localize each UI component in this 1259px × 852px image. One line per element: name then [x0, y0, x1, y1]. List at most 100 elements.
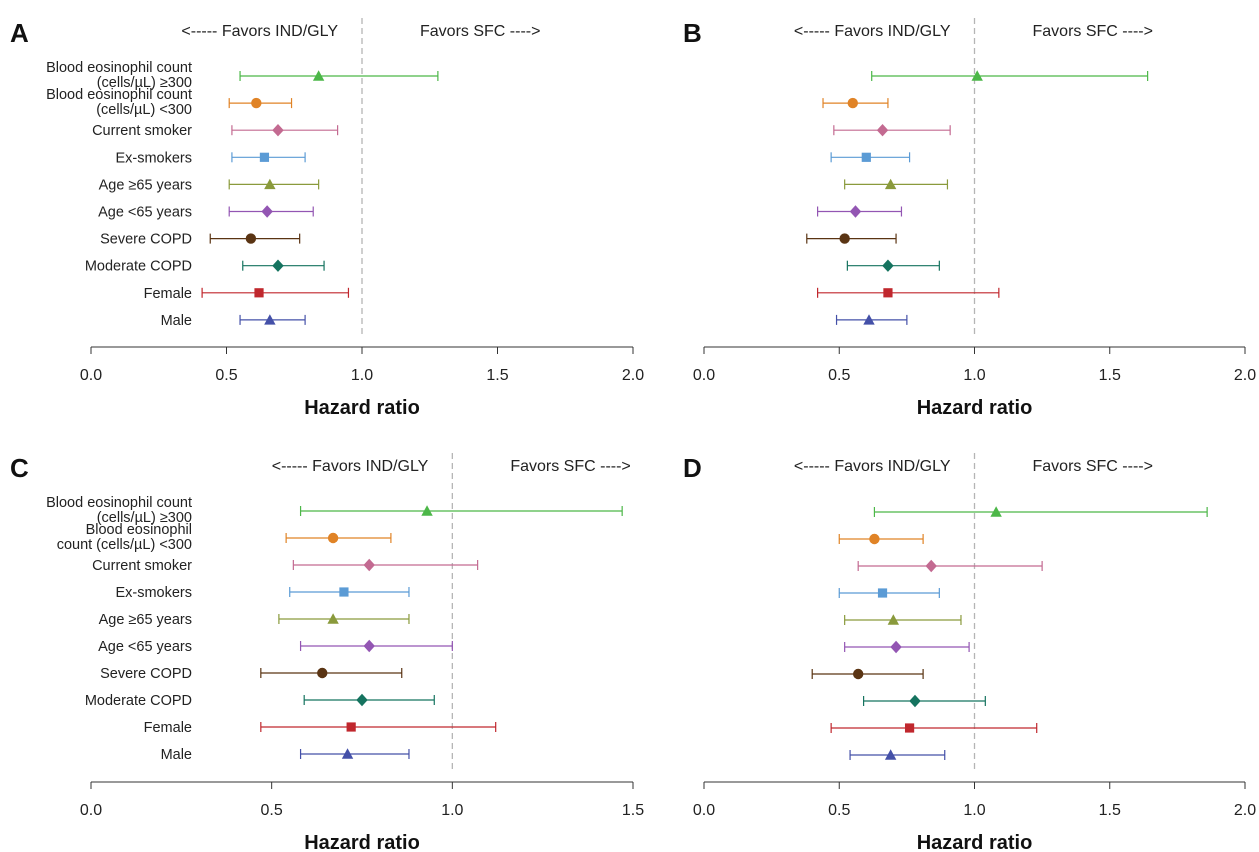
forest-row: Ex-smokers: [115, 150, 306, 166]
forest-row: [817, 287, 1000, 298]
hr-point: [317, 667, 328, 679]
x-tick-label: 1.5: [1099, 802, 1121, 819]
x-axis-title: Hazard ratio: [917, 832, 1033, 852]
hr-point: [909, 694, 921, 708]
favors-right-annotation: Favors SFC ---->: [1033, 458, 1153, 475]
forest-row: Blood eosinophil count(cells/µL) ≥300: [46, 495, 623, 526]
row-label: Severe COPD: [100, 666, 192, 682]
hr-point: [363, 639, 375, 653]
forest-row: Female: [144, 720, 497, 736]
x-tick-label: 0.5: [828, 367, 850, 384]
forest-row: [849, 749, 946, 760]
row-label: Ex-smokers: [115, 150, 192, 166]
forest-row: [844, 640, 970, 654]
hr-point: [890, 640, 902, 654]
favors-left-annotation: <----- Favors IND/GLY: [181, 23, 338, 40]
x-tick-label: 2.0: [1234, 367, 1256, 384]
hr-point: [264, 178, 276, 190]
hr-point: [887, 614, 900, 625]
panel-c: C <----- Favors IND/GLY Favors SFC ----> 0.…: [10, 453, 644, 852]
hr-point: [264, 314, 276, 325]
x-tick-label: 1.0: [441, 802, 463, 819]
x-tick-label: 2.0: [1234, 802, 1256, 819]
forest-row: Current smoker: [92, 123, 339, 139]
hr-point: [847, 97, 858, 109]
row-label: count (cells/µL) <300: [57, 537, 192, 553]
row-label: Age <65 years: [98, 639, 192, 655]
panel-a: A <----- Favors IND/GLY Favors SFC ----> 0.…: [10, 18, 644, 419]
row-label: Age <65 years: [98, 205, 192, 221]
forest-row: [822, 97, 889, 109]
x-tick-label: 1.0: [963, 367, 985, 384]
hr-point: [883, 288, 893, 298]
x-tick-label: 0.0: [80, 802, 102, 819]
hr-point: [863, 314, 875, 325]
hr-point: [839, 233, 850, 244]
row-label: (cells/µL) <300: [96, 102, 192, 118]
forest-row: [838, 588, 940, 598]
row-label: Ex-smokers: [115, 585, 192, 601]
forest-row: [835, 314, 908, 325]
hr-point: [312, 70, 325, 81]
row-label: Age ≥65 years: [99, 612, 192, 628]
hr-point: [925, 559, 937, 573]
row-label: Current smoker: [92, 558, 192, 574]
forest-row: [844, 614, 962, 625]
forest-row: [844, 178, 949, 190]
x-tick-label: 0.0: [693, 367, 715, 384]
forest-row: [846, 259, 940, 272]
hr-point: [327, 532, 339, 544]
forest-row: [838, 533, 924, 545]
row-label: Moderate COPD: [85, 259, 192, 275]
panel-d: D <----- Favors IND/GLY Favors SFC ----> 0.…: [683, 453, 1256, 852]
favors-right-annotation: Favors SFC ---->: [510, 458, 630, 475]
hr-point: [356, 693, 368, 707]
forest-row: [862, 694, 986, 708]
row-label: Female: [144, 720, 192, 736]
x-axis-title: Hazard ratio: [304, 832, 420, 852]
forest-row: Severe COPD: [100, 232, 301, 248]
forest-row: Age ≥65 years: [99, 612, 410, 628]
forest-row: [817, 205, 903, 218]
hr-point: [272, 124, 284, 137]
forest-row: Age ≥65 years: [99, 177, 320, 193]
favors-left-annotation: <----- Favors IND/GLY: [272, 458, 429, 475]
hr-point: [884, 749, 897, 760]
panel-label: C: [10, 453, 29, 483]
hr-point: [990, 506, 1002, 517]
row-label: Moderate COPD: [85, 693, 192, 709]
row-label: Severe COPD: [100, 232, 192, 248]
forest-row: Male: [161, 313, 306, 329]
x-axis-title: Hazard ratio: [304, 397, 420, 419]
hr-point: [877, 588, 888, 598]
forest-row: Blood eosinophil count(cells/µL) ≥300: [46, 60, 439, 91]
x-tick-label: 1.5: [486, 367, 508, 384]
x-tick-label: 0.5: [261, 802, 283, 819]
x-tick-label: 0.0: [693, 802, 715, 819]
panel-b: B <----- Favors IND/GLY Favors SFC ----> 0.…: [683, 18, 1256, 419]
hr-point: [852, 668, 864, 680]
forest-row: [830, 152, 911, 163]
hr-point: [327, 613, 339, 624]
panel-label: B: [683, 18, 702, 48]
row-label: Age ≥65 years: [99, 177, 192, 193]
hr-point: [363, 558, 375, 572]
hr-point: [251, 97, 262, 109]
panel-label: D: [683, 453, 702, 483]
x-tick-label: 1.5: [622, 802, 644, 819]
forest-row: Moderate COPD: [85, 693, 435, 709]
forest-row: Ex-smokers: [115, 585, 410, 601]
x-tick-label: 1.0: [351, 367, 373, 384]
x-tick-label: 2.0: [622, 367, 644, 384]
hr-point: [272, 259, 284, 272]
hr-point: [849, 205, 862, 218]
forest-row: [833, 124, 951, 137]
forest-row: [873, 506, 1208, 517]
forest-row: [806, 233, 897, 244]
forest-row: Moderate COPD: [85, 259, 325, 275]
favors-left-annotation: <----- Favors IND/GLY: [794, 23, 951, 40]
hr-point: [339, 587, 349, 597]
